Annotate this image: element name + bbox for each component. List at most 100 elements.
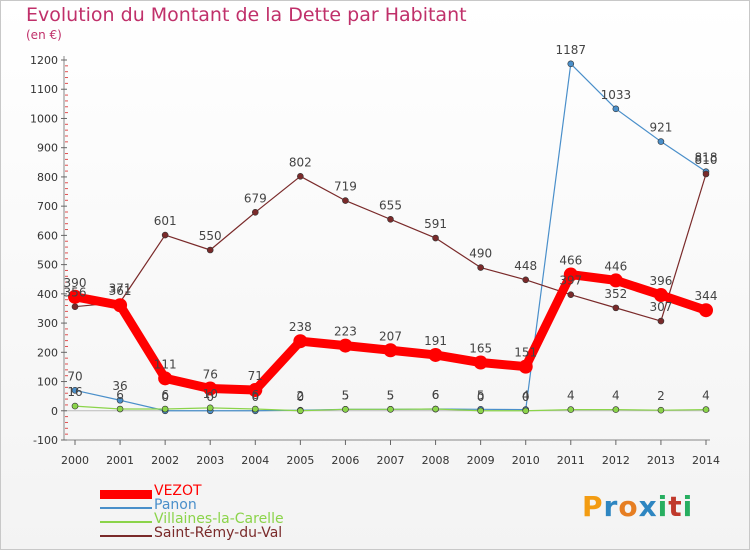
data-point [293,334,308,349]
logo-letter: x [638,490,658,523]
data-label: 0 [161,390,169,404]
data-label: 2 [297,389,305,403]
data-point [116,396,124,404]
data-point [657,317,665,325]
x-tick-label: 2008 [422,454,450,467]
data-point [699,303,713,318]
data-label: 550 [199,229,222,243]
y-tick-label: 1100 [30,83,58,96]
data-point [612,105,620,113]
legend-swatch [100,489,152,499]
data-label: 207 [379,329,402,343]
data-label: 591 [424,217,447,231]
data-label: 448 [514,259,537,273]
y-tick-label: 0 [51,405,58,418]
x-tick-label: 2011 [557,454,585,467]
data-label: 151 [514,346,537,360]
data-label: 191 [424,334,447,348]
data-label: 2 [657,389,665,403]
data-point [251,208,259,216]
data-point [387,216,394,223]
data-point [387,406,394,413]
data-point [297,173,304,180]
data-point [206,246,214,254]
data-label: 36 [112,379,127,393]
y-tick-label: 100 [37,376,58,389]
data-label: 5 [342,388,350,402]
logo-letter: o [618,490,639,523]
data-label: 356 [64,286,87,300]
logo-letter: i [682,490,694,523]
logo-letter: r [603,490,619,523]
data-label: 0 [206,390,214,404]
data-point [657,138,665,145]
data-point [522,276,530,284]
data-point [71,387,79,394]
legend-swatch [100,535,152,537]
data-label: 111 [154,357,177,371]
legend-label: Panon [154,497,197,513]
data-point [473,355,488,370]
data-point [68,289,82,304]
data-point [657,406,665,414]
data-label: 390 [64,276,87,290]
data-point [116,405,124,413]
x-tick-label: 2001 [106,454,134,467]
data-point [71,402,79,410]
data-point [612,406,620,413]
data-point [71,303,79,311]
data-label: 6 [116,388,124,402]
data-label: 679 [244,191,267,205]
data-label: 71 [248,369,263,383]
x-tick-label: 2000 [61,454,89,467]
legend-label: Saint-Rémy-du-Val [154,525,283,541]
data-label: 4 [702,389,710,403]
x-tick-label: 2004 [241,454,269,467]
legend-label: VEZOT [154,483,202,499]
proxiti-logo: Proxiti [582,490,693,523]
data-point [251,405,259,413]
data-label: 4 [522,389,530,403]
data-label: 5 [387,388,395,402]
data-label: 6 [161,388,169,402]
data-label: 0 [477,390,485,404]
data-point [432,234,439,242]
data-label: 5 [387,388,395,402]
data-point [248,383,263,398]
data-point [563,267,578,282]
data-label: 0 [297,390,305,404]
data-label: 0 [522,390,530,404]
data-point [612,304,620,312]
data-label: 352 [604,287,627,301]
data-point [567,291,575,299]
data-point [567,406,575,413]
data-point [477,407,484,415]
data-point [518,359,533,374]
x-tick-label: 2005 [286,454,314,467]
data-label: 810 [695,153,718,167]
data-label: 6 [432,388,440,402]
data-point [702,170,710,178]
data-label: 238 [289,320,312,334]
y-tick-label: -100 [33,434,58,447]
data-point [158,371,173,386]
data-point [161,231,169,239]
data-point [653,288,668,303]
x-tick-label: 2003 [196,454,224,467]
data-label: 802 [289,155,312,169]
data-point [338,338,353,353]
x-tick-label: 2002 [151,454,179,467]
x-tick-label: 2013 [647,454,675,467]
data-point [342,197,349,204]
x-tick-label: 2014 [692,454,720,467]
legend-item: VEZOT [100,483,360,501]
data-label: 396 [649,274,672,288]
data-label: 6 [432,388,440,402]
data-point [522,407,530,415]
x-tick-label: 2012 [602,454,630,467]
y-tick-label: 800 [37,171,58,184]
data-label: 165 [469,342,492,356]
y-tick-label: 400 [37,288,58,301]
